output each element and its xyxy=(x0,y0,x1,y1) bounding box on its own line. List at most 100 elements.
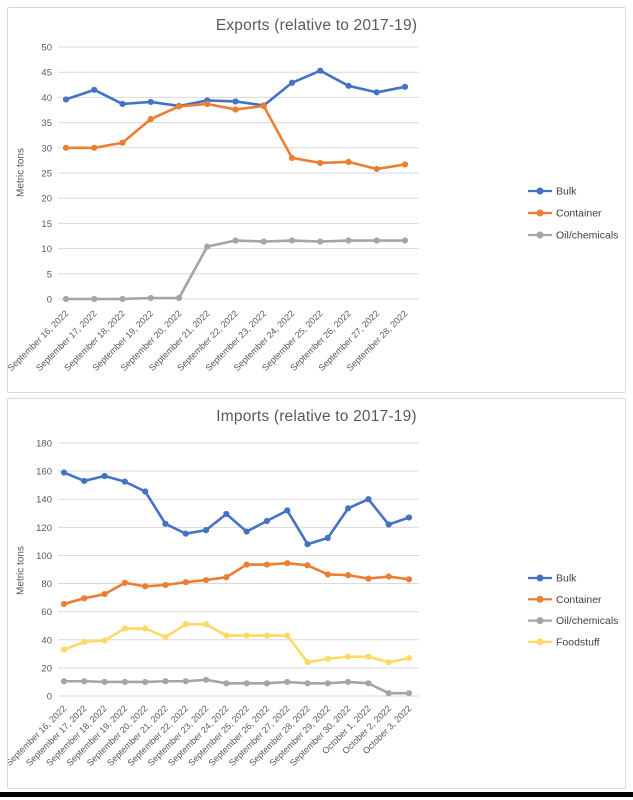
series-line-oil-chemicals[interactable] xyxy=(64,239,407,301)
series-marker xyxy=(101,678,108,686)
legend-label: Bulk xyxy=(556,186,577,198)
series-marker xyxy=(288,79,296,86)
y-tick-label: 0 xyxy=(47,295,52,306)
series-marker xyxy=(121,478,128,485)
series-marker xyxy=(365,496,372,503)
series-marker xyxy=(288,237,296,244)
legend-label: Foodstuff xyxy=(556,636,600,648)
series-marker xyxy=(304,659,311,666)
series-marker xyxy=(345,82,352,89)
y-tick-label: 50 xyxy=(41,43,52,54)
series-line-foodstuff[interactable] xyxy=(62,623,411,664)
y-tick-label: 0 xyxy=(47,692,52,703)
series-marker xyxy=(243,632,250,639)
series-marker xyxy=(284,560,291,567)
series-marker xyxy=(345,505,352,512)
y-tick-label: 25 xyxy=(41,169,52,180)
series-marker xyxy=(147,98,154,106)
y-tick-label: 35 xyxy=(41,118,52,129)
imports-chart[interactable]: Imports (relative to 2017-19) Metric ton… xyxy=(7,398,626,789)
legend-marker-swatch xyxy=(536,574,544,582)
series-marker xyxy=(81,678,88,685)
series-line-oil-chemicals[interactable] xyxy=(62,678,411,695)
legend-label: Container xyxy=(556,594,602,606)
legend-marker-swatch xyxy=(536,617,544,625)
series-marker xyxy=(345,653,352,660)
legend-item-bulk[interactable]: Bulk xyxy=(528,573,577,585)
y-tick-label: 120 xyxy=(36,523,52,534)
series-marker xyxy=(147,294,154,302)
series-marker xyxy=(373,89,380,96)
legend-item-foodstuff[interactable]: Foodstuff xyxy=(528,636,600,648)
series-marker xyxy=(60,600,68,608)
series-marker xyxy=(232,106,239,113)
series-marker xyxy=(202,527,210,534)
y-tick-label: 140 xyxy=(36,495,52,506)
series-marker xyxy=(284,632,291,639)
series-line-container[interactable] xyxy=(64,102,407,171)
series-marker xyxy=(204,243,211,250)
series-marker xyxy=(260,238,267,245)
series-marker xyxy=(405,576,413,583)
y-tick-label: 15 xyxy=(41,219,52,230)
series-line-container[interactable] xyxy=(62,561,411,606)
series-marker xyxy=(223,510,230,518)
series-marker xyxy=(401,83,409,90)
series-marker xyxy=(405,654,413,662)
series-marker xyxy=(60,646,68,653)
series-marker xyxy=(101,472,108,480)
series-marker xyxy=(317,238,324,245)
series-marker xyxy=(162,678,169,685)
series-marker xyxy=(162,633,169,641)
legend-marker-swatch xyxy=(536,638,544,646)
series-marker xyxy=(317,159,324,167)
series-marker xyxy=(142,678,149,686)
series-marker xyxy=(345,572,352,579)
series-marker xyxy=(101,637,108,644)
series-marker xyxy=(324,571,331,578)
legend-item-oil-chemicals[interactable]: Oil/chemicals xyxy=(528,230,618,242)
series-marker xyxy=(324,534,331,541)
series-marker xyxy=(119,295,126,303)
series-marker xyxy=(263,680,271,687)
series-marker xyxy=(284,678,291,686)
series-marker xyxy=(81,477,88,485)
legend-marker-swatch xyxy=(536,187,544,195)
series-marker xyxy=(405,514,413,521)
exports-chart[interactable]: Exports (relative to 2017-19) Metric ton… xyxy=(7,7,626,393)
series-marker xyxy=(162,581,169,589)
series-marker xyxy=(373,165,380,173)
series-marker xyxy=(121,579,128,586)
series-marker xyxy=(304,562,311,569)
series-marker xyxy=(260,102,267,110)
legend-marker-swatch xyxy=(536,209,544,217)
series-marker xyxy=(304,541,311,548)
series-marker xyxy=(142,583,149,590)
y-tick-label: 60 xyxy=(41,607,52,618)
bottom-bar xyxy=(0,792,633,797)
series-marker xyxy=(223,574,230,581)
series-marker xyxy=(317,67,324,74)
series-line-bulk[interactable] xyxy=(62,471,411,546)
series-marker xyxy=(243,561,250,568)
legend-item-bulk[interactable]: Bulk xyxy=(528,186,577,198)
y-tick-label: 30 xyxy=(41,143,52,154)
legend-item-container[interactable]: Container xyxy=(528,208,602,220)
legend-item-container[interactable]: Container xyxy=(528,594,602,606)
y-tick-label: 80 xyxy=(41,579,52,590)
legend-item-oil-chemicals[interactable]: Oil/chemicals xyxy=(528,615,618,627)
legend-marker-swatch xyxy=(536,595,544,603)
y-tick-label: 45 xyxy=(41,68,52,79)
y-tick-label: 10 xyxy=(41,244,52,255)
series-marker xyxy=(365,680,372,687)
y-tick-label: 100 xyxy=(36,551,52,562)
series-marker xyxy=(232,237,239,244)
series-marker xyxy=(345,678,352,686)
series-marker xyxy=(385,521,392,528)
series-marker xyxy=(182,530,189,537)
series-marker xyxy=(147,115,154,123)
series-marker xyxy=(142,488,149,495)
series-marker xyxy=(284,507,291,514)
series-marker xyxy=(202,676,210,683)
